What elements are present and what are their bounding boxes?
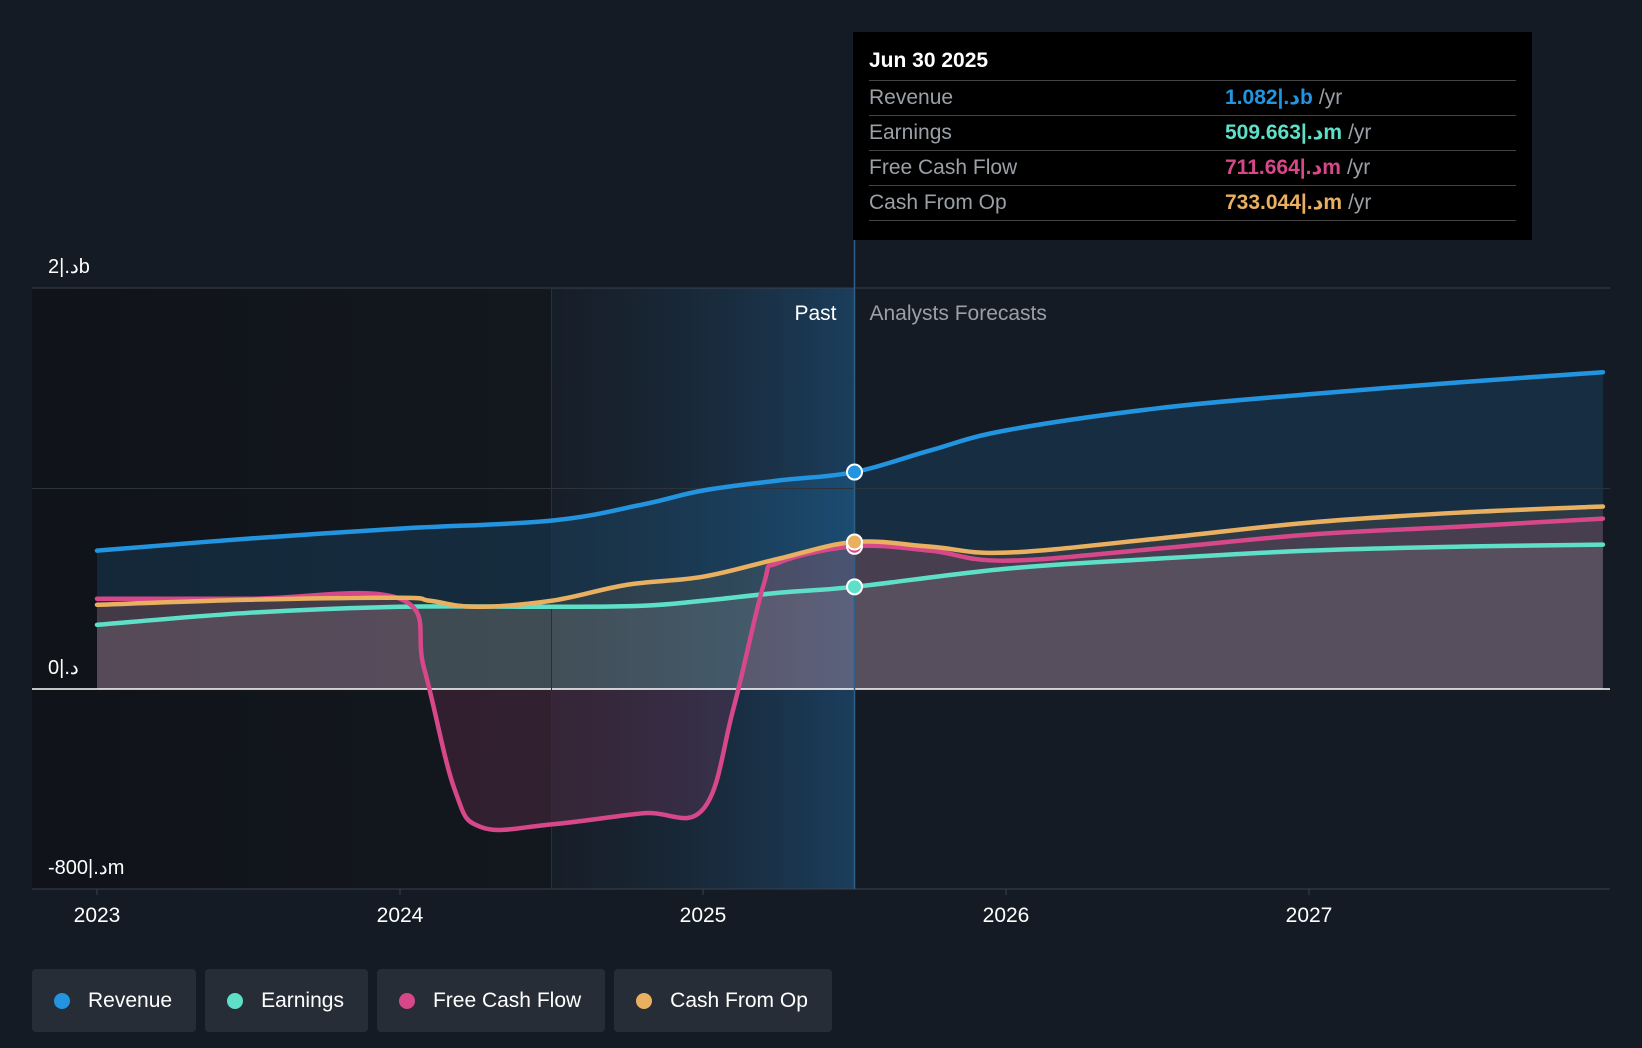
tooltip-label: Earnings — [869, 121, 952, 144]
free-cash-flow-area — [97, 518, 1603, 830]
x-tick-label: 2025 — [680, 904, 727, 927]
free-cash-flow-dot-icon — [398, 992, 415, 1009]
tooltip-label: Cash From Op — [869, 191, 1007, 214]
chart: 2023 2024 2025 2026 2027 2|.دb 0|.د -800|.دm Pas… — [32, 240, 1610, 927]
tooltip-unit: /yr — [1318, 86, 1343, 109]
tooltip-row-cash-from-op: Cash From Op 733.044|.دm /yr — [869, 186, 1516, 221]
tooltip: Jun 30 2025 Revenue 1.082|.دb /yr Earnin… — [853, 32, 1532, 240]
x-tick-label: 2026 — [983, 904, 1030, 927]
tooltip-row-revenue: Revenue 1.082|.دb /yr — [869, 81, 1516, 116]
earnings-dot-icon — [227, 992, 244, 1009]
tooltip-label: Revenue — [869, 86, 954, 109]
legend-label: Revenue — [88, 988, 173, 1012]
earnings-area — [97, 544, 1603, 689]
earnings-line — [94, 542, 1606, 628]
revenue-point — [846, 463, 863, 481]
free-cash-flow-line — [94, 516, 1606, 833]
tooltip-row-earnings: Earnings 509.663|.دm /yr — [869, 116, 1516, 151]
tooltip-value: 711.664|.دm — [1225, 156, 1341, 179]
y-tick-label: 2|.دb — [48, 256, 90, 278]
legend-item-free-cash-flow[interactable]: Free Cash Flow — [376, 969, 606, 1032]
tooltip-row-free-cash-flow: Free Cash Flow 711.664|.دm /yr — [869, 151, 1516, 186]
cash-from-op-dot-icon — [636, 992, 653, 1009]
legend-label: Free Cash Flow — [432, 988, 582, 1012]
tooltip-unit: /yr — [1346, 156, 1371, 179]
tooltip-value: 1.082|.دb — [1225, 86, 1313, 109]
cash-from-op-line — [94, 504, 1606, 610]
legend-label: Cash From Op — [670, 988, 808, 1012]
revenue-dot-icon — [54, 992, 70, 1009]
y-tick-label: -800|.دm — [48, 857, 124, 879]
past-label: Past — [794, 302, 836, 325]
legend-item-revenue[interactable]: Revenue — [32, 969, 197, 1032]
legend: Revenue Earnings Free Cash Flow Cash Fro… — [32, 969, 832, 1032]
tooltip-unit: /yr — [1348, 191, 1372, 214]
tooltip-date: Jun 30 2025 — [869, 46, 1516, 81]
tooltip-value: 733.044|.دm — [1225, 191, 1343, 214]
y-tick-label: 0|.د — [48, 657, 79, 679]
earnings-point — [846, 578, 863, 596]
revenue-line — [94, 369, 1606, 553]
past-region-bg — [32, 288, 552, 889]
legend-item-cash-from-op[interactable]: Cash From Op — [614, 969, 832, 1032]
forecast-label: Analysts Forecasts — [870, 302, 1047, 325]
revenue-area — [97, 372, 1603, 689]
x-tick-label: 2023 — [74, 904, 121, 927]
tooltip-value: 509.663|.دm — [1225, 121, 1343, 144]
cash-from-op-area — [97, 506, 1603, 689]
cash-from-op-point — [846, 533, 863, 551]
tooltip-unit: /yr — [1348, 121, 1372, 144]
legend-label: Earnings — [261, 988, 344, 1012]
legend-item-earnings[interactable]: Earnings — [205, 969, 368, 1032]
tooltip-label: Free Cash Flow — [869, 156, 1018, 179]
x-tick-label: 2027 — [1286, 904, 1333, 927]
x-tick-label: 2024 — [377, 904, 424, 927]
